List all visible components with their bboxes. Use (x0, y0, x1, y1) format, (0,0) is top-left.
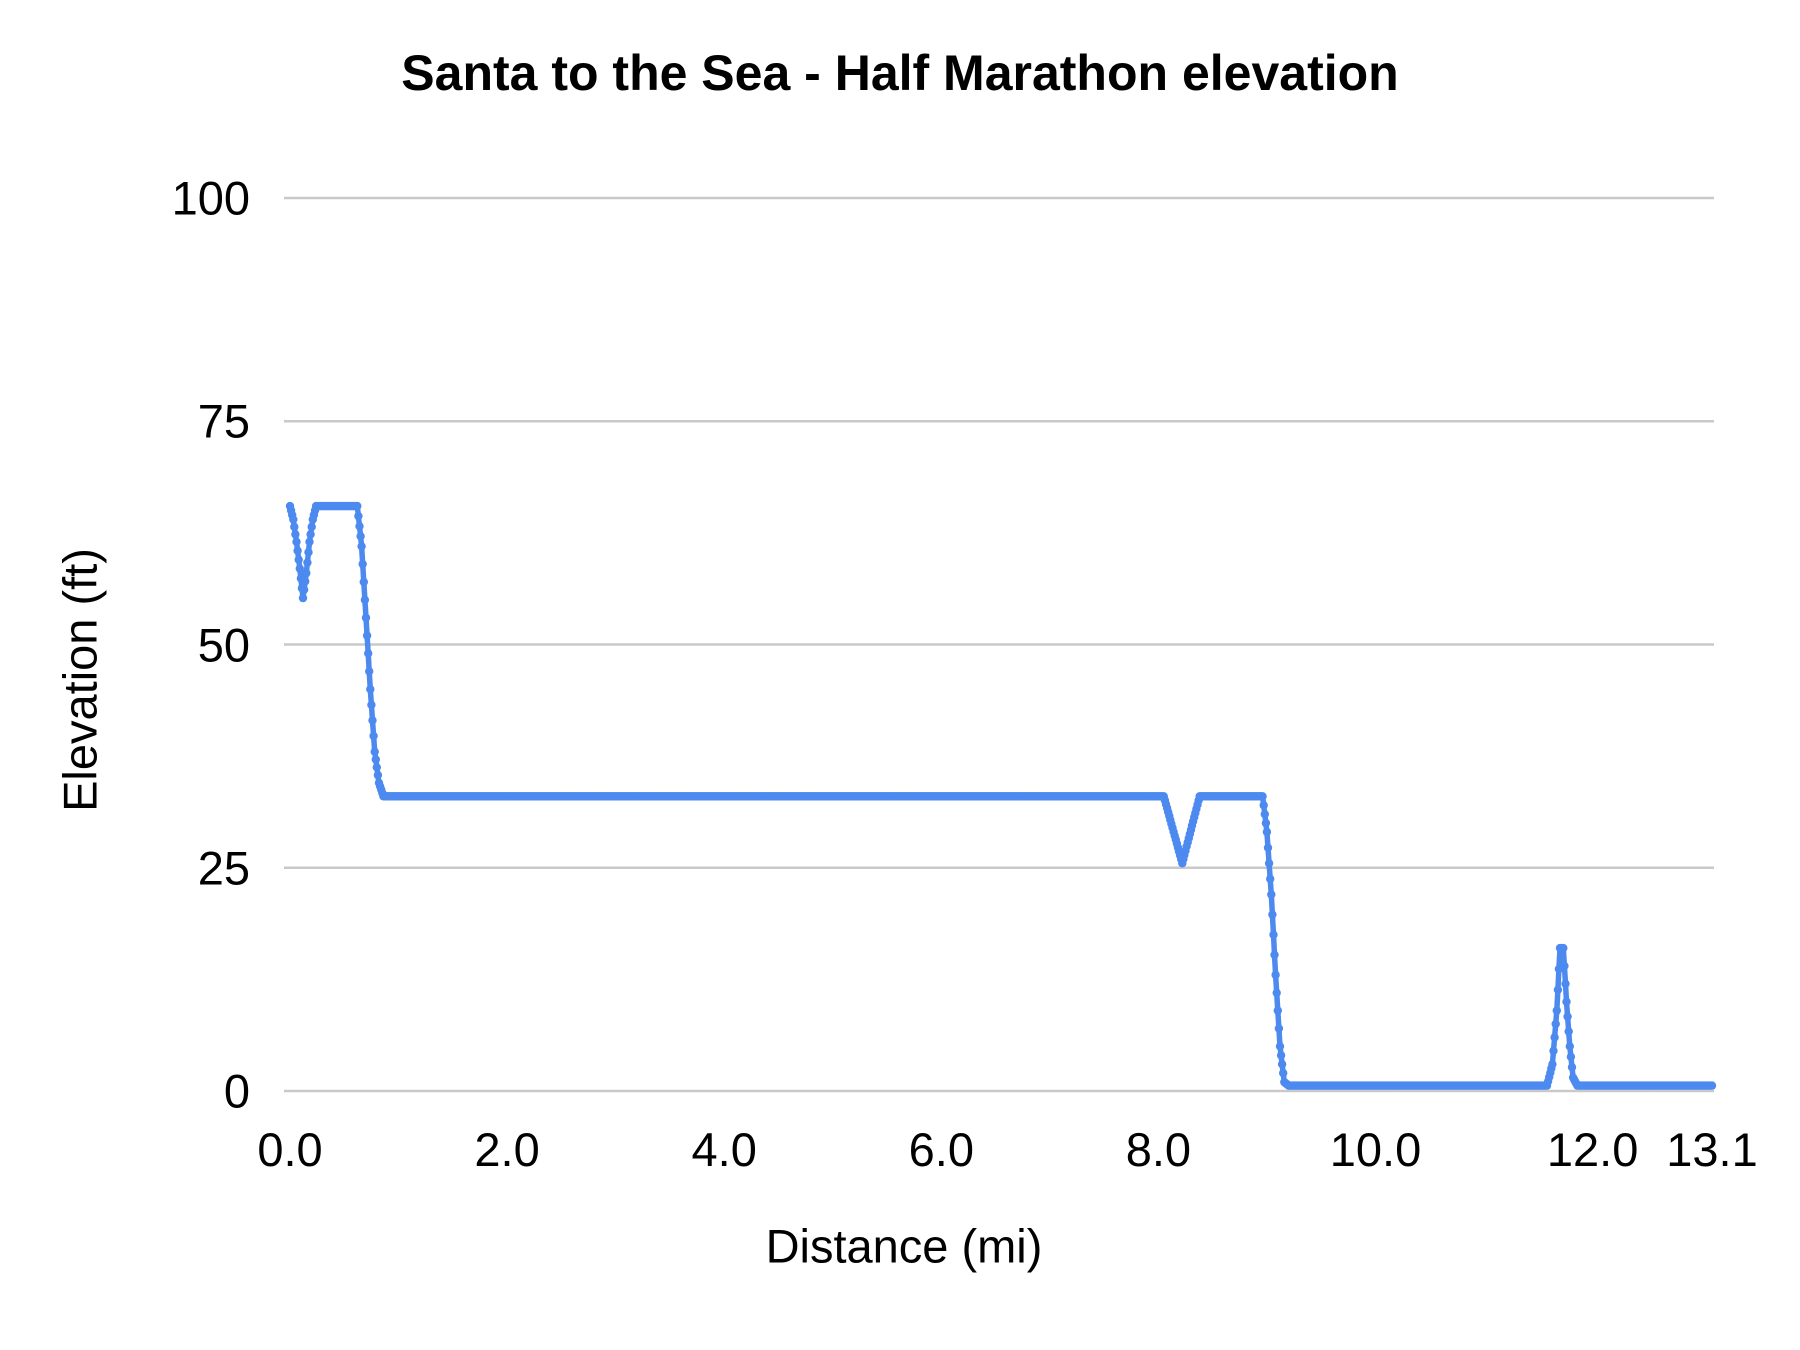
chart-title: Santa to the Sea - Half Marathon elevati… (401, 45, 1399, 101)
x-tick-label-0.0: 0.0 (257, 1123, 323, 1176)
y-tick-label-0: 0 (223, 1064, 250, 1118)
y-axis-title: Elevation (ft) (53, 548, 107, 812)
y-tick-label-50: 50 (197, 618, 250, 671)
x-tick-label-6.0: 6.0 (908, 1123, 974, 1176)
x-tick-label-4.0: 4.0 (691, 1123, 757, 1176)
x-axis-title: Distance (mi) (765, 1219, 1043, 1273)
y-tick-label-75: 75 (197, 394, 250, 448)
series-markers (285, 501, 1717, 1090)
gridlines (284, 196, 1714, 1093)
x-tick-label-2.0: 2.0 (474, 1123, 540, 1176)
y-tick-label-100: 100 (171, 171, 250, 225)
x-tick-label-12.0: 12.0 (1546, 1123, 1639, 1176)
x-tick-label-13.1: 13.1 (1666, 1123, 1758, 1176)
x-tick-label-10.0: 10.0 (1329, 1123, 1422, 1176)
x-tick-label-8.0: 8.0 (1125, 1123, 1192, 1176)
y-tick-label-25: 25 (197, 841, 250, 895)
